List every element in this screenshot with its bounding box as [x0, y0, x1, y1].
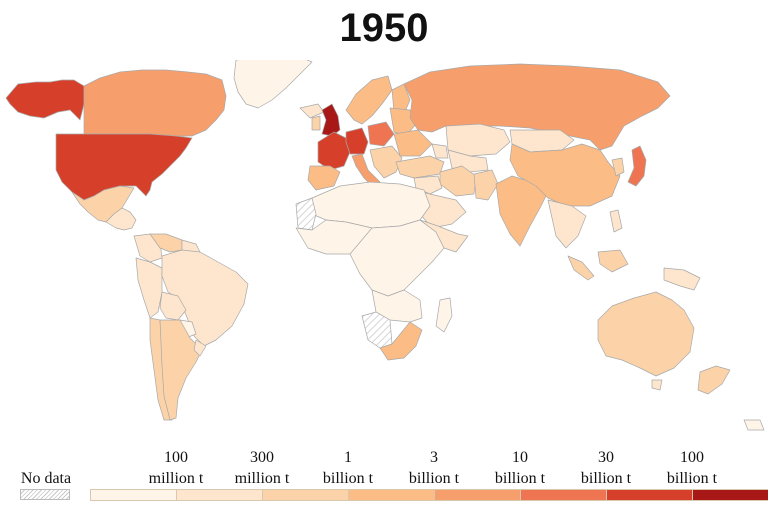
- country-germany: [345, 127, 369, 155]
- legend-tick-3-billion: 3 billion t: [408, 449, 460, 487]
- country-madagascar: [435, 297, 453, 333]
- legend-tick-100-billion: 100 billion t: [666, 449, 718, 487]
- country-scandinavia: [345, 75, 393, 125]
- country-antarctic-edge: [743, 419, 765, 431]
- legend-tick-300-million: 300 million t: [234, 449, 290, 487]
- legend-swatch-5: [520, 489, 606, 501]
- country-india: [495, 175, 549, 247]
- country-korea: [611, 157, 625, 177]
- country-iceland: [299, 103, 325, 119]
- country-balkans: [369, 145, 403, 179]
- country-alaska: [5, 79, 85, 121]
- country-horn-of-africa: [419, 219, 469, 253]
- legend-swatch-2: [262, 489, 348, 501]
- country-japan: [627, 145, 647, 187]
- legend-swatch-4: [434, 489, 520, 501]
- country-turkey: [395, 155, 445, 179]
- country-central-asia: [447, 149, 489, 173]
- country-usa: [55, 133, 193, 201]
- legend-swatch-7: [692, 489, 768, 501]
- country-china: [509, 143, 621, 207]
- country-ireland: [311, 115, 321, 131]
- world-choropleth-map: [5, 60, 765, 431]
- legend-swatch-1: [176, 489, 262, 501]
- country-new-zealand: [697, 365, 731, 395]
- legend-tick-100-million: 100 million t: [148, 449, 204, 487]
- country-uk: [321, 103, 341, 137]
- country-iberia: [307, 165, 341, 191]
- legend-swatch-3: [348, 489, 434, 501]
- country-kazakhstan: [445, 123, 511, 157]
- country-argentina: [159, 319, 203, 421]
- country-caucasus: [431, 143, 449, 159]
- legend-swatch-0: [90, 489, 176, 501]
- legend-tick-30-billion: 30 billion t: [580, 449, 632, 487]
- country-mexico: [71, 185, 135, 223]
- legend-color-scale: [90, 489, 768, 501]
- country-poland: [367, 121, 395, 147]
- country-peru: [135, 257, 163, 319]
- country-south-africa: [379, 321, 423, 361]
- legend-tick-1-billion: 1 billion t: [322, 449, 374, 487]
- map-title: 1950: [339, 6, 429, 50]
- country-ukraine: [393, 129, 433, 157]
- country-central-america: [105, 207, 137, 231]
- country-baltics-belarus: [389, 107, 417, 137]
- no-data-swatch: [20, 489, 70, 500]
- country-southeast-asia: [547, 199, 587, 249]
- country-afghanistan-pakistan: [473, 169, 499, 201]
- country-philippines: [609, 209, 623, 233]
- legend-tick-10-billion: 10 billion t: [494, 449, 546, 487]
- country-greenland: [233, 60, 313, 109]
- country-western-sahara: [295, 197, 317, 231]
- country-tasmania: [651, 379, 663, 391]
- country-java-borneo: [597, 249, 629, 273]
- country-australia: [597, 291, 695, 377]
- country-france: [317, 131, 351, 171]
- legend-swatch-6: [606, 489, 692, 501]
- no-data-label: No data: [20, 470, 72, 487]
- country-uruguay: [193, 339, 207, 357]
- country-new-guinea: [663, 267, 701, 291]
- country-canada: [83, 69, 227, 137]
- country-sumatra: [567, 255, 595, 281]
